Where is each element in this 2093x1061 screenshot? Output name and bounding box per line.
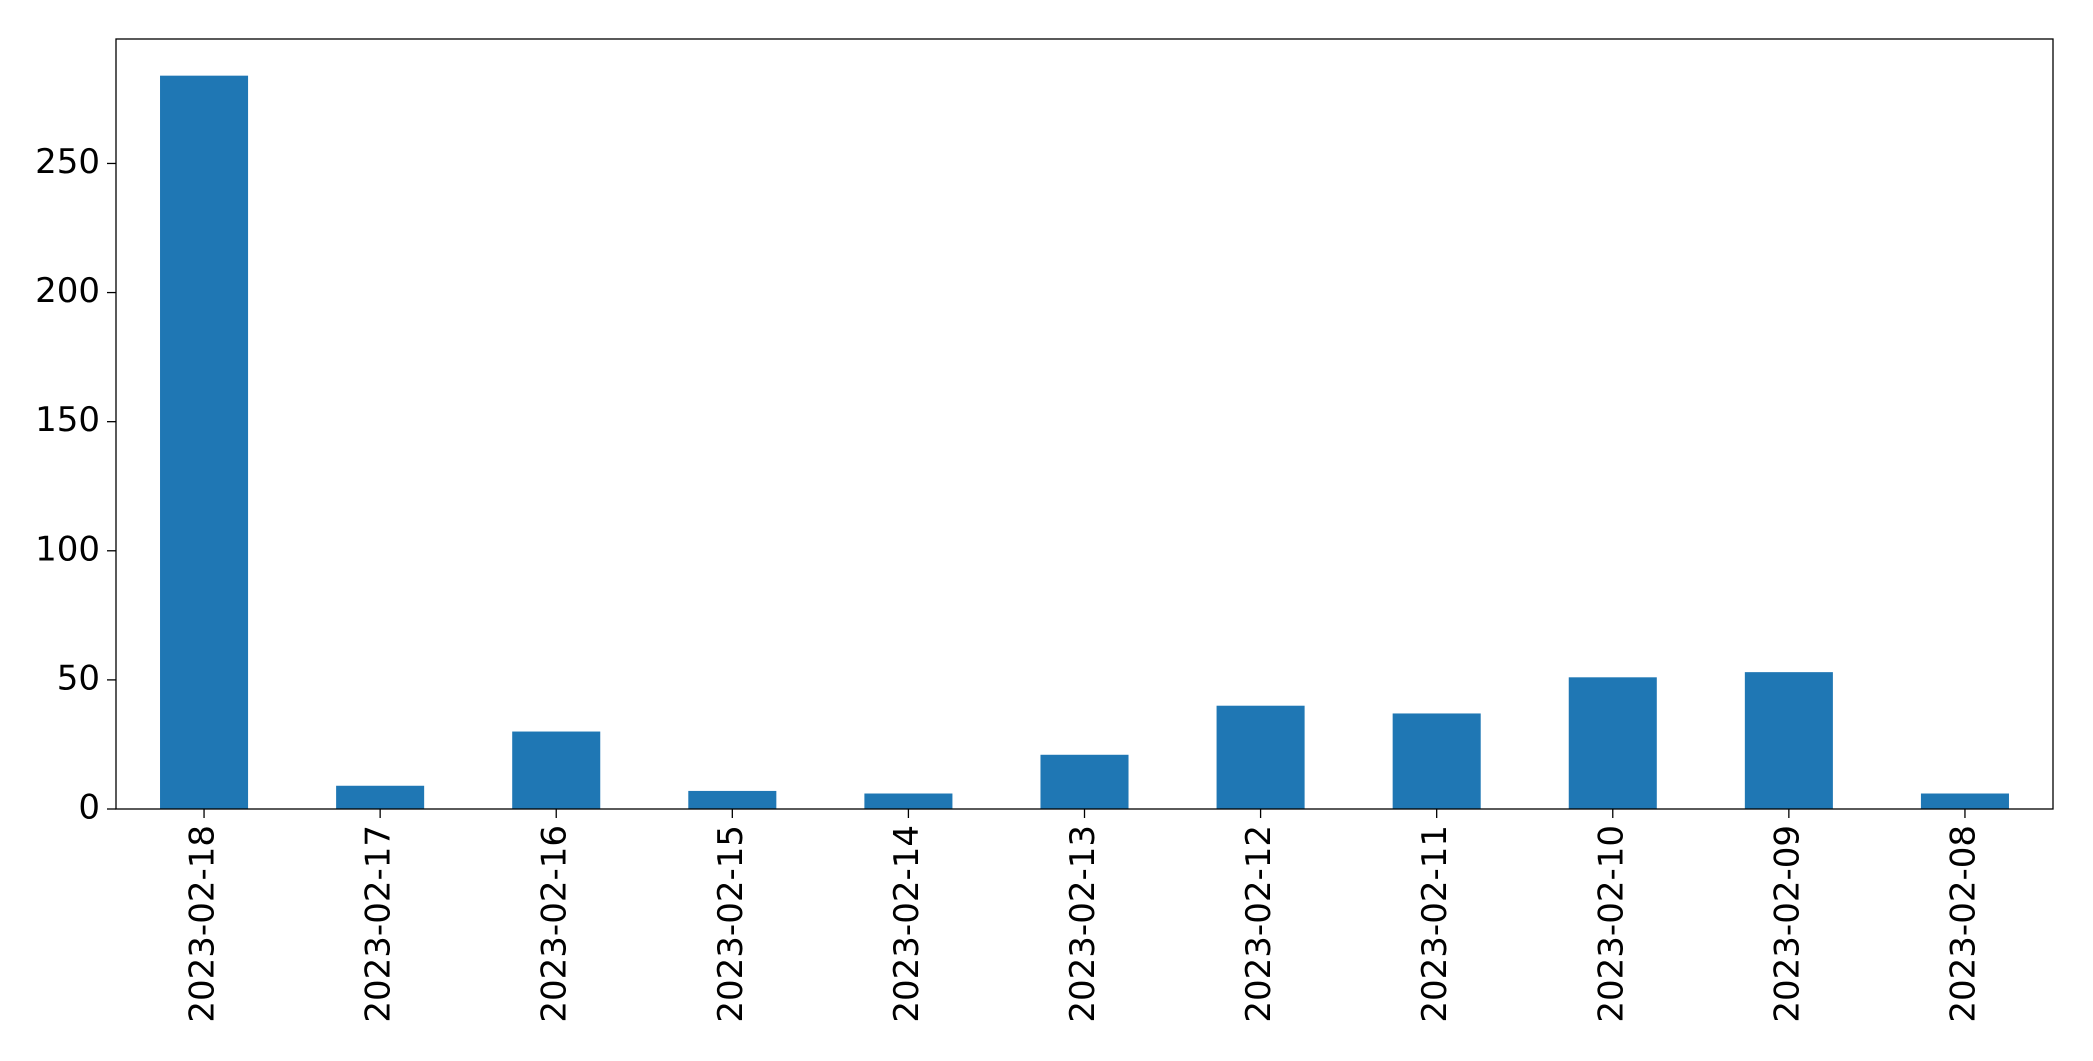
bar [512, 731, 601, 809]
x-tick-label: 2023-02-09 [1767, 825, 1807, 1023]
y-tick-label: 50 [57, 658, 100, 698]
y-tick-label: 250 [35, 142, 100, 182]
x-tick-label: 2023-02-12 [1239, 825, 1279, 1023]
bar [160, 75, 249, 809]
y-tick-label: 200 [35, 271, 100, 311]
bar [1392, 713, 1481, 809]
x-tick-label: 2023-02-15 [711, 825, 751, 1023]
y-tick-label: 150 [35, 400, 100, 440]
x-tick-label: 2023-02-08 [1943, 825, 1983, 1023]
x-tick-label: 2023-02-10 [1591, 825, 1631, 1023]
bar [1744, 672, 1833, 809]
bar [336, 785, 425, 809]
bar [1216, 705, 1305, 809]
plot-frame [115, 38, 2054, 810]
x-tick-label: 2023-02-18 [183, 825, 223, 1023]
x-tick-label: 2023-02-16 [535, 825, 575, 1023]
x-tick-label: 2023-02-14 [887, 825, 927, 1023]
x-tick-label: 2023-02-17 [359, 825, 399, 1023]
bar [864, 793, 953, 809]
bar [1568, 677, 1657, 809]
bar [1040, 754, 1129, 809]
bar [688, 790, 777, 809]
bar [1920, 793, 2009, 809]
y-tick-label: 0 [78, 788, 100, 828]
x-tick-label: 2023-02-13 [1063, 825, 1103, 1023]
x-tick-label: 2023-02-11 [1415, 825, 1455, 1023]
y-tick-label: 100 [35, 529, 100, 569]
